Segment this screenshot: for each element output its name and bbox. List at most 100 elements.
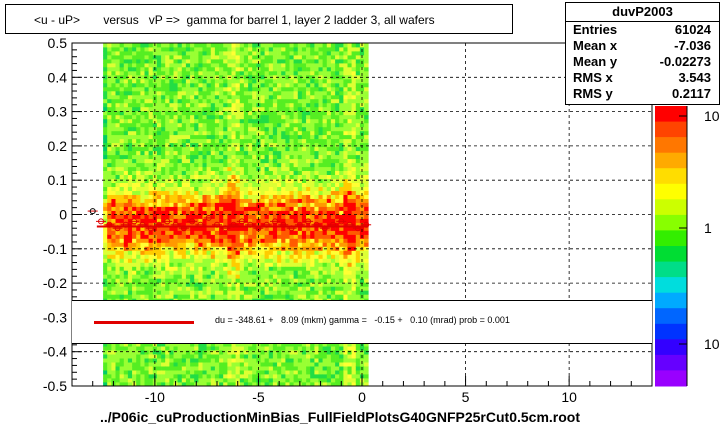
- heatmap-cell: [297, 358, 303, 363]
- heatmap-cell: [318, 230, 323, 235]
- heatmap-cell: [339, 342, 344, 347]
- heatmap-cell: [181, 90, 187, 96]
- heatmap-cell: [127, 178, 133, 183]
- heatmap-cell: [202, 198, 207, 203]
- heatmap-cell: [314, 114, 319, 120]
- heatmap-cell: [152, 346, 158, 351]
- heatmap-cell: [231, 59, 236, 64]
- heatmap-cell: [268, 266, 274, 271]
- heatmap-cell: [119, 242, 125, 247]
- heatmap-cell: [169, 382, 174, 387]
- heatmap-cell: [243, 342, 249, 347]
- heatmap-cell: [190, 114, 195, 120]
- heatmap-cell: [223, 354, 228, 359]
- heatmap-cell: [227, 142, 232, 148]
- heatmap-cell: [326, 134, 332, 140]
- heatmap-cell: [235, 346, 241, 351]
- heatmap-cell: [148, 258, 154, 263]
- heatmap-cell: [310, 70, 315, 76]
- heatmap-cell: [256, 154, 261, 160]
- heatmap-cell: [198, 174, 203, 179]
- heatmap-cell: [148, 122, 154, 128]
- heatmap-cell: [264, 214, 270, 219]
- heatmap-cell: [148, 162, 154, 168]
- heatmap-cell: [190, 266, 195, 271]
- heatmap-cell: [268, 242, 274, 247]
- heatmap-cell: [123, 202, 129, 207]
- heatmap-cell: [343, 358, 348, 363]
- heatmap-cell: [136, 230, 141, 235]
- heatmap-cell: [293, 106, 299, 112]
- heatmap-cell: [132, 122, 137, 128]
- heatmap-cell: [289, 358, 294, 363]
- heatmap-cell: [219, 82, 224, 88]
- heatmap-cell: [103, 51, 108, 56]
- heatmap-cell: [256, 142, 261, 148]
- heatmap-cell: [173, 250, 178, 255]
- heatmap-cell: [231, 47, 236, 52]
- heatmap-cell: [285, 122, 290, 128]
- heatmap-cell: [231, 258, 236, 263]
- heatmap-cell: [107, 362, 112, 367]
- heatmap-cell: [161, 266, 166, 271]
- heatmap-cell: [289, 254, 294, 259]
- heatmap-cell: [268, 43, 274, 48]
- heatmap-cell: [297, 78, 303, 84]
- heatmap-cell: [277, 254, 282, 259]
- heatmap-cell: [144, 366, 149, 371]
- heatmap-cell: [335, 286, 340, 291]
- heatmap-cell: [293, 178, 299, 183]
- heatmap-cell: [243, 254, 249, 259]
- heatmap-cell: [194, 342, 199, 347]
- heatmap-cell: [277, 154, 282, 160]
- heatmap-cell: [293, 43, 299, 48]
- heatmap-cell: [227, 62, 232, 68]
- heatmap-cell: [206, 70, 212, 76]
- heatmap-cell: [194, 170, 199, 175]
- heatmap-cell: [335, 114, 340, 120]
- heatmap-cell: [123, 102, 129, 108]
- heatmap-cell: [210, 278, 216, 283]
- heatmap-cell: [148, 166, 154, 171]
- heatmap-cell: [140, 234, 145, 239]
- heatmap-cell: [306, 55, 311, 60]
- heatmap-cell: [165, 118, 170, 124]
- heatmap-cell: [206, 98, 212, 104]
- heatmap-cell: [297, 178, 303, 183]
- heatmap-cell: [223, 74, 228, 80]
- heatmap-cell: [310, 47, 315, 52]
- heatmap-cell: [111, 230, 116, 235]
- heatmap-cell: [140, 362, 145, 367]
- heatmap-cell: [123, 374, 129, 379]
- heatmap-cell: [264, 378, 270, 383]
- heatmap-cell: [272, 246, 278, 251]
- heatmap-cell: [148, 178, 154, 183]
- heatmap-cell: [314, 106, 319, 112]
- heatmap-cell: [185, 70, 191, 76]
- heatmap-cell: [306, 202, 311, 207]
- heatmap-cell: [235, 166, 241, 171]
- heatmap-cell: [310, 182, 315, 187]
- heatmap-cell: [173, 182, 178, 187]
- heatmap-cell: [277, 82, 282, 88]
- heatmap-cell: [202, 170, 207, 175]
- heatmap-cell: [156, 59, 162, 64]
- heatmap-cell: [318, 210, 323, 215]
- heatmap-cell: [322, 166, 328, 171]
- heatmap-cell: [111, 262, 116, 267]
- heatmap-cell: [185, 126, 191, 132]
- heatmap-cell: [156, 94, 162, 100]
- heatmap-cell: [127, 382, 133, 387]
- heatmap-cell: [127, 110, 133, 116]
- heatmap-cell: [272, 82, 278, 88]
- heatmap-cell: [119, 186, 125, 191]
- heatmap-cell: [161, 82, 166, 88]
- heatmap-cell: [169, 278, 174, 283]
- heatmap-cell: [248, 158, 253, 164]
- heatmap-cell: [144, 106, 149, 112]
- heatmap-cell: [144, 182, 149, 187]
- heatmap-cell: [132, 286, 137, 291]
- heatmap-cell: [185, 250, 191, 255]
- heatmap-cell: [181, 274, 187, 279]
- heatmap-cell: [152, 98, 158, 104]
